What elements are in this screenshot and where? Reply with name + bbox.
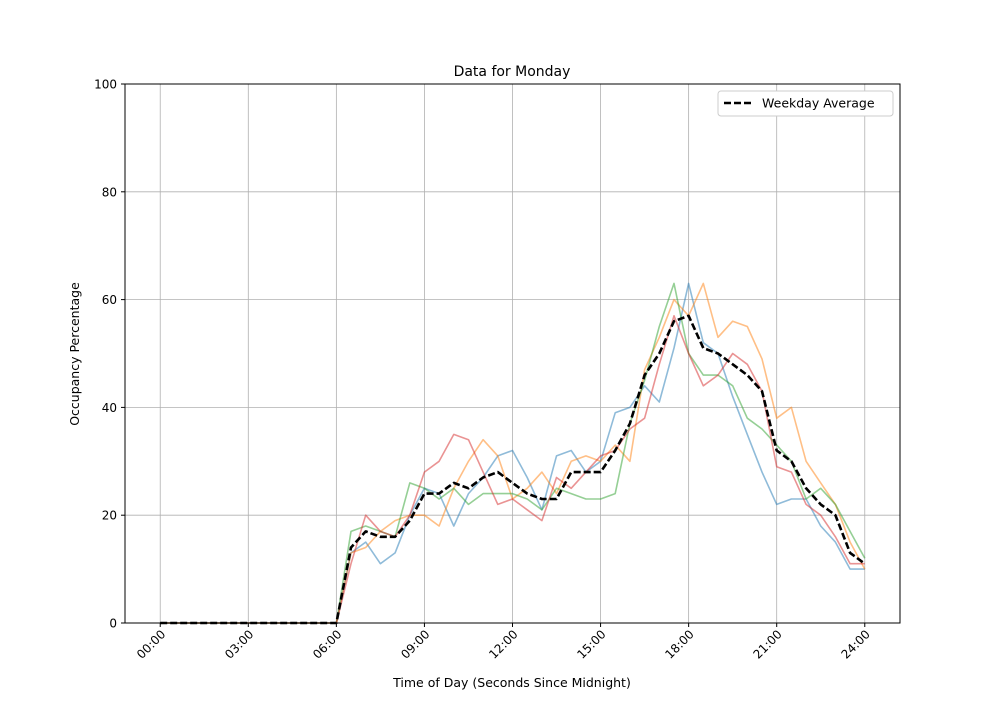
x-tick-label: 15:00 — [574, 627, 608, 661]
x-axis: 00:00 03:00 06:00 09:00 12:00 15:00 18:00 21:00… — [134, 623, 873, 662]
x-tick-label: 12:00 — [486, 627, 520, 661]
y-tick-label: 0 — [109, 617, 117, 631]
legend-box — [717, 90, 894, 117]
y-tick-label: 40 — [102, 401, 117, 415]
x-tick-label: 21:00 — [750, 627, 784, 661]
legend: Weekday Average — [717, 90, 894, 117]
x-tick-label: 09:00 — [398, 627, 432, 661]
chart-title: Data for Monday — [454, 64, 571, 80]
x-tick-label: 24:00 — [839, 627, 873, 661]
x-tick-label: 00:00 — [134, 627, 168, 661]
x-axis-label: Time of Day (Seconds Since Midnight) — [392, 675, 631, 690]
y-tick-label: 80 — [102, 185, 117, 199]
grid — [125, 83, 900, 624]
x-tick-label: 18:00 — [662, 627, 696, 661]
y-tick-label: 60 — [102, 293, 117, 307]
x-tick-label: 06:00 — [310, 627, 344, 661]
y-axis: 0 20 40 60 80 100 — [94, 78, 125, 631]
y-tick-label: 100 — [94, 78, 117, 92]
y-tick-label: 20 — [102, 509, 117, 523]
legend-label-weekday-average: Weekday Average — [762, 96, 875, 111]
x-tick-label: 03:00 — [222, 627, 256, 661]
y-axis-label: Occupancy Percentage — [67, 282, 82, 426]
